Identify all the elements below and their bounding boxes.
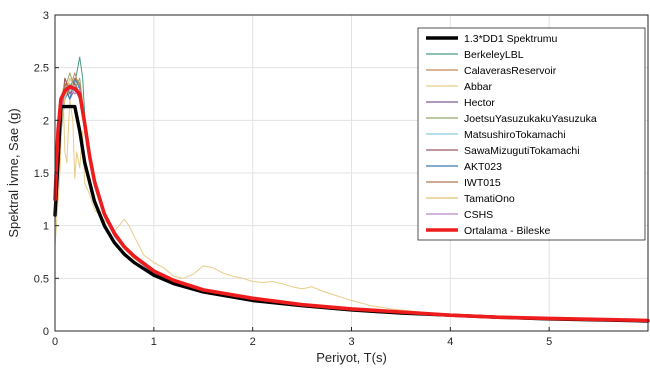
legend-label: BerkeleyLBL bbox=[464, 49, 524, 61]
x-axis-label: Periyot, T(s) bbox=[316, 350, 387, 365]
legend-entry-1-3-dd1-spektrumu: 1.3*DD1 Spektrumu bbox=[426, 33, 558, 45]
x-tick-label: 3 bbox=[348, 336, 354, 348]
legend-label: Hector bbox=[464, 97, 495, 109]
y-tick-label: 1.5 bbox=[34, 168, 49, 180]
legend-entry-tamationo: TamatiOno bbox=[426, 193, 515, 205]
legend-entry-cshs: CSHS bbox=[426, 209, 493, 221]
legend-label: TamatiOno bbox=[464, 193, 515, 205]
y-tick-label: 1 bbox=[43, 221, 49, 233]
plot-series bbox=[53, 56, 650, 323]
series-line-ortalama-bileske bbox=[53, 84, 650, 323]
x-tick-label: 1 bbox=[151, 336, 157, 348]
legend-entry-hector: Hector bbox=[426, 97, 495, 109]
series-line-abbar bbox=[54, 88, 649, 321]
legend: 1.3*DD1 Spektrumu BerkeleyLBL CalaverasRes… bbox=[417, 27, 646, 241]
y-axis-label: Spektral İvme, Sae (g) bbox=[6, 108, 21, 237]
legend-label: IWT015 bbox=[464, 177, 501, 189]
legend-label: Abbar bbox=[464, 81, 493, 93]
legend-entry-calaverasreservoir: CalaverasReservoir bbox=[426, 65, 557, 77]
legend-entry-sawamizugutitokamachi: SawaMizugutiTokamachi bbox=[426, 145, 580, 157]
legend-label: JoetsuYasuzukakuYasuzuka bbox=[464, 113, 597, 125]
legend-entry-joetsuyasuzukakuyasuzuka: JoetsuYasuzukakuYasuzuka bbox=[426, 113, 597, 125]
legend-label: 1.3*DD1 Spektrumu bbox=[464, 33, 558, 45]
legend-label: CalaverasReservoir bbox=[464, 65, 557, 77]
legend-entry-matsushirotokamachi: MatsushiroTokamachi bbox=[426, 129, 566, 141]
legend-label: CSHS bbox=[464, 209, 493, 221]
x-tick-label: 0 bbox=[52, 336, 58, 348]
legend-label: SawaMizugutiTokamachi bbox=[464, 145, 580, 157]
y-tick-label: 0 bbox=[43, 326, 49, 338]
y-tick-label: 0.5 bbox=[34, 273, 49, 285]
axis-ticks: 0 1 2 3 4 5 0 0.5 1 1.5 2 2.5 3 bbox=[34, 10, 553, 348]
legend-entry-ortalama-bileske: Ortalama - Bileske bbox=[426, 225, 551, 237]
y-tick-label: 2.5 bbox=[34, 63, 49, 75]
legend-entry-iwt015: IWT015 bbox=[426, 177, 501, 189]
x-tick-label: 5 bbox=[546, 336, 552, 348]
x-tick-label: 4 bbox=[447, 336, 453, 348]
legend-label: Ortalama - Bileske bbox=[464, 225, 551, 237]
legend-entry-berkeleylbl: BerkeleyLBL bbox=[426, 49, 524, 61]
legend-entry-abbar: Abbar bbox=[426, 81, 493, 93]
y-tick-label: 3 bbox=[43, 10, 49, 22]
legend-label: MatsushiroTokamachi bbox=[464, 129, 566, 141]
legend-label: AKT023 bbox=[464, 161, 502, 173]
legend-entry-akt023: AKT023 bbox=[426, 161, 502, 173]
y-tick-label: 2 bbox=[43, 115, 49, 127]
legend-items: 1.3*DD1 Spektrumu BerkeleyLBL CalaverasRes… bbox=[426, 33, 597, 237]
x-tick-label: 2 bbox=[250, 336, 256, 348]
